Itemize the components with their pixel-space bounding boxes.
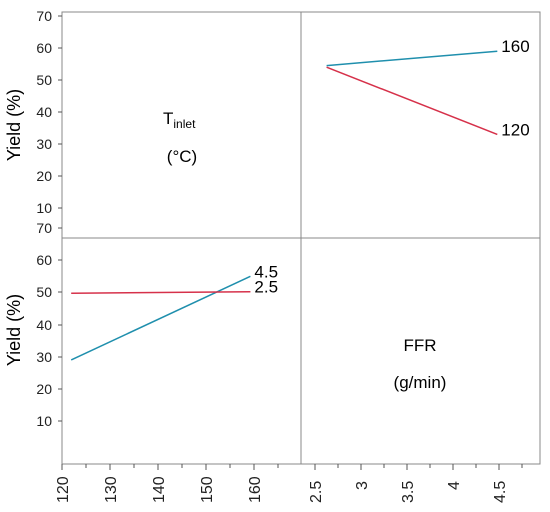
x-tick-label: 150 <box>199 476 216 503</box>
x-tick-label: 3 <box>354 481 371 490</box>
factor-label-tinlet: Tinlet <box>163 109 196 131</box>
series-label: 2.5 <box>254 278 278 297</box>
y-tick-label: 20 <box>36 381 52 397</box>
y-tick-label: 70 <box>36 8 52 24</box>
y-tick-label: 30 <box>36 136 52 152</box>
x-tick-label: 140 <box>151 476 168 503</box>
y-tick-label: 40 <box>36 104 52 120</box>
x-tick-label: 3.5 <box>400 481 417 503</box>
y-tick-label: 40 <box>36 317 52 333</box>
y-tick-label: 60 <box>36 252 52 268</box>
x-tick-label: 160 <box>247 476 264 503</box>
y-tick-label: 10 <box>36 413 52 429</box>
x-axis-left: 120 130 140 150 160 <box>55 464 279 503</box>
factor-unit-ffr: (g/min) <box>394 373 447 392</box>
x-tick-label: 120 <box>55 476 72 503</box>
series-line-4.5 <box>70 275 251 361</box>
x-tick-label: 130 <box>103 476 120 503</box>
y-axis-top: 70 60 50 40 30 20 10 <box>36 8 62 216</box>
series-line-2.5 <box>71 290 251 295</box>
y-tick-label: 60 <box>36 40 52 56</box>
series-label: 120 <box>501 120 529 139</box>
series-label: 160 <box>501 37 529 56</box>
x-axis-right: 2.5 3 3.5 4 4.5 <box>308 464 523 503</box>
factor-label-ffr: FFR <box>403 336 436 355</box>
x-tick-label: 4.5 <box>492 481 509 503</box>
series-label: 4.5 <box>254 262 278 281</box>
y-tick-label: 10 <box>36 200 52 216</box>
y-tick-label: 30 <box>36 349 52 365</box>
series-line-120 <box>326 66 498 136</box>
series-layer: 160 120 4.52.5 <box>70 37 530 361</box>
y-axis-title-bottom: Yield (%) <box>4 294 24 366</box>
y-tick-label: 50 <box>36 284 52 300</box>
y-tick-label: 50 <box>36 72 52 88</box>
series-line-160 <box>326 50 498 67</box>
y-tick-label: 20 <box>36 168 52 184</box>
factor-unit-tinlet: (°C) <box>167 147 197 166</box>
y-axis-title-top: Yield (%) <box>4 89 24 161</box>
y-tick-label: 70 <box>36 220 52 236</box>
x-tick-label: 2.5 <box>308 481 325 503</box>
x-tick-label: 4 <box>446 481 463 490</box>
y-axis-bottom: 70 60 50 40 30 20 10 <box>36 220 62 429</box>
